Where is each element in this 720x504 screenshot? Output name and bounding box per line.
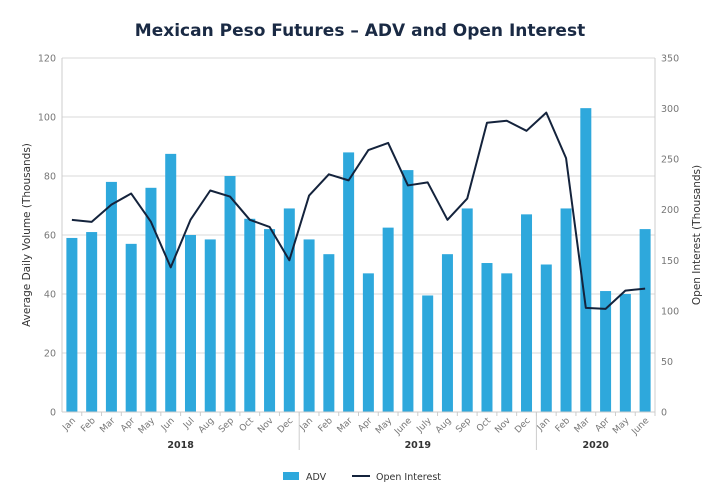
bar-adv: [304, 239, 315, 412]
bar-adv: [264, 229, 275, 412]
y-right-tick-label: 150: [661, 256, 679, 267]
bar-adv: [225, 176, 236, 412]
bar-adv: [86, 232, 97, 412]
bar-adv: [165, 154, 176, 412]
y-left-tick-label: 40: [44, 290, 56, 301]
bar-adv: [541, 265, 552, 413]
y-right-tick-label: 0: [661, 408, 667, 419]
chart-title: Mexican Peso Futures – ADV and Open Inte…: [135, 21, 585, 41]
y-right-tick-label: 50: [661, 357, 673, 368]
x-tick-label: June: [392, 416, 414, 438]
bar-adv: [442, 254, 453, 412]
x-tick-label: Aug: [197, 416, 217, 436]
y-left-tick-label: 80: [44, 172, 56, 183]
x-tick-label: Sep: [217, 416, 236, 435]
year-group-label: 2019: [405, 440, 431, 451]
y-right-tick-label: 100: [661, 306, 679, 317]
x-tick-label: Apr: [356, 416, 374, 434]
x-tick-label: Mar: [573, 416, 592, 435]
open-interest-line: [72, 113, 645, 309]
x-tick-label: June: [630, 416, 652, 438]
line-open-interest: [72, 113, 645, 309]
bar-adv: [343, 152, 354, 412]
bar-adv: [462, 208, 473, 412]
legend-label-open-interest: Open Interest: [376, 472, 441, 483]
y-left-tick-label: 0: [50, 408, 56, 419]
bar-adv: [402, 170, 413, 412]
x-tick-label: Oct: [238, 416, 256, 434]
x-tick-label: Dec: [513, 416, 532, 435]
x-tick-label: Jan: [535, 416, 553, 434]
bar-adv: [185, 235, 196, 412]
bar-adv: [363, 273, 374, 412]
adv-bars: [66, 108, 650, 412]
x-tick-label: Mar: [336, 416, 355, 435]
y-left-tick-label: 60: [44, 231, 56, 242]
bar-adv: [284, 208, 295, 412]
x-tick-label: Feb: [554, 416, 573, 435]
y-right-tick-label: 250: [661, 155, 679, 166]
x-tick-label: Sep: [454, 416, 473, 435]
x-tick-label: Feb: [79, 416, 98, 435]
y-left-tick-label: 100: [38, 113, 56, 124]
bar-adv: [422, 295, 433, 412]
bar-adv: [383, 228, 394, 412]
x-tick-label: Feb: [317, 416, 336, 435]
bar-adv: [205, 239, 216, 412]
x-tick-label: Jan: [60, 416, 78, 434]
y-axis-right-label: Open Interest (Thousands): [691, 165, 703, 305]
x-tick-label: Nov: [493, 416, 513, 436]
x-tick-label: Oct: [475, 416, 493, 434]
y-left-tick-label: 20: [44, 349, 56, 360]
y-right-tick-label: 350: [661, 54, 679, 65]
bar-adv: [481, 263, 492, 412]
bar-adv: [561, 208, 572, 412]
year-group-label: 2020: [582, 440, 609, 451]
x-tick-label: Jun: [159, 416, 177, 434]
y-right-tick-label: 300: [661, 104, 679, 115]
year-group-label: 2018: [167, 440, 194, 451]
bar-adv: [580, 108, 591, 412]
x-tick-label: Apr: [594, 416, 612, 434]
bar-adv: [106, 182, 117, 412]
legend-swatch-adv: [283, 472, 299, 480]
bar-adv: [501, 273, 512, 412]
bar-adv: [620, 294, 631, 412]
bar-adv: [640, 229, 651, 412]
x-tick-label: May: [374, 416, 395, 437]
x-tick-label: Mar: [98, 416, 117, 435]
x-tick-label: Aug: [434, 416, 454, 436]
x-tick-label: Jan: [298, 416, 316, 434]
y-right-tick-label: 200: [661, 205, 679, 216]
x-tick-label: Apr: [119, 416, 137, 434]
x-tick-label: Dec: [276, 416, 295, 435]
x-tick-label: July: [415, 416, 435, 436]
y-left-tick-label: 120: [38, 54, 56, 65]
legend: ADV Open Interest: [283, 472, 441, 483]
x-tick-label: May: [611, 416, 632, 437]
x-tick-label: May: [137, 416, 158, 437]
legend-label-adv: ADV: [306, 472, 327, 483]
bar-adv: [323, 254, 334, 412]
bar-adv: [66, 238, 77, 412]
y-axis-left-label: Average Daily Volume (Thousands): [21, 143, 33, 327]
bar-adv: [126, 244, 137, 412]
x-tick-label: Nov: [256, 416, 276, 436]
bar-adv: [521, 214, 532, 412]
bar-adv: [244, 219, 255, 412]
x-tick-label: Jul: [181, 416, 196, 431]
